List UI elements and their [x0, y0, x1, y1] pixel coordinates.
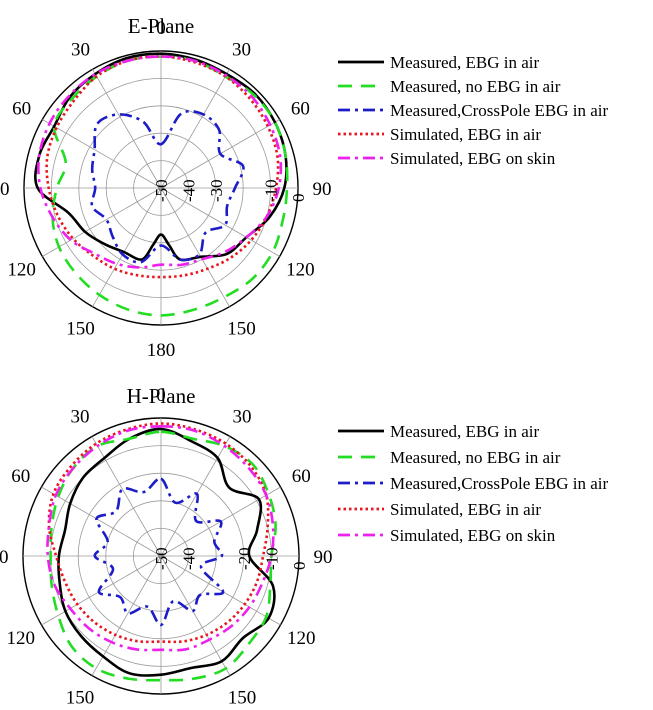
radial-tick-label: 0	[290, 562, 309, 571]
legend-label: Simulated, EBG on skin	[390, 526, 556, 545]
grid-spoke	[91, 436, 162, 557]
angle-label: 90	[0, 547, 9, 568]
e-plane-legend: Measured, EBG in air Measured, no EBG in …	[338, 53, 608, 168]
angle-label: 30	[71, 40, 90, 61]
series-line-5	[37, 55, 283, 269]
angle-labels: 0 30 60 90 120 150 180 150 120 90 60 30	[0, 18, 332, 361]
legend-label: Measured, no EBG in air	[390, 448, 561, 467]
angle-label: 30	[233, 407, 252, 428]
grid-spoke	[42, 187, 162, 257]
polar-center	[158, 185, 164, 191]
h-plane-title: H-Plane	[127, 384, 196, 408]
series-line-3	[90, 109, 245, 264]
grid-spoke	[92, 69, 162, 189]
radial-tick-label: -20	[235, 547, 254, 570]
radial-tick-labels: -50 -40 -20 -10 0	[152, 547, 309, 570]
angle-label: 60	[291, 99, 310, 120]
radial-tick-label: -30	[207, 179, 226, 202]
angle-label: 0	[156, 18, 166, 39]
h-plane-chart: H-Plane0306090120150180150120906030-50-4…	[0, 384, 608, 710]
h-plane-legend: Measured, EBG in air Measured, no EBG in …	[338, 422, 608, 545]
polar-center	[158, 553, 164, 559]
grid-spoke	[91, 555, 162, 676]
grid-spoke	[41, 486, 162, 557]
angle-label: 90	[314, 547, 333, 568]
grid-spoke	[160, 187, 280, 257]
polar-grid	[23, 50, 299, 326]
angle-label: 120	[6, 628, 35, 649]
angle-label: 150	[66, 687, 95, 705]
angle-label: 120	[287, 628, 316, 649]
legend-label: Measured, EBG in air	[390, 422, 540, 441]
legend-label: Simulated, EBG in air	[390, 500, 541, 519]
angle-label: 90	[0, 179, 10, 200]
radial-tick-label: -50	[152, 179, 171, 202]
legend-label: Measured, no EBG in air	[390, 77, 561, 96]
radial-tick-labels: -50 -40 -30 -10 0	[152, 179, 308, 202]
grid-spoke	[160, 436, 231, 557]
e-plane-title: E-Plane	[128, 14, 194, 38]
series-group	[46, 422, 277, 682]
angle-label: 120	[7, 260, 36, 281]
legend-label: Simulated, EBG on skin	[390, 149, 556, 168]
grid-spoke	[42, 119, 162, 189]
radial-tick-label: -40	[180, 547, 199, 570]
angle-label: 150	[66, 318, 95, 339]
angle-label: 0	[156, 385, 166, 406]
angle-label: 150	[228, 687, 257, 705]
legend-label: Measured,CrossPole EBG in air	[390, 101, 608, 120]
series-line-4	[47, 422, 270, 644]
grid-spoke	[41, 555, 162, 626]
angle-label: 120	[286, 260, 315, 281]
angle-label: 60	[12, 99, 31, 120]
radial-tick-label: -40	[179, 179, 198, 202]
grid-spoke	[160, 69, 230, 189]
radial-tick-label: -10	[262, 547, 281, 570]
series-line-1	[57, 427, 276, 677]
radial-tick-label: -10	[262, 179, 281, 202]
e-plane-chart: E-Plane0306090120150180150120906030-50-4…	[0, 14, 608, 361]
angle-label: 30	[71, 407, 90, 428]
angle-label: 150	[227, 318, 256, 339]
radial-tick-label: -50	[152, 547, 171, 570]
legend-label: Measured,CrossPole EBG in air	[390, 474, 608, 493]
series-line-2	[51, 55, 289, 317]
legend-label: Measured, EBG in air	[390, 53, 540, 72]
legend-label: Simulated, EBG in air	[390, 125, 541, 144]
angle-label: 60	[292, 466, 311, 487]
series-group	[34, 52, 289, 317]
angle-label: 90	[313, 179, 332, 200]
grid-spoke	[160, 555, 281, 626]
series-line-5	[46, 425, 275, 652]
series-line-4	[45, 55, 280, 279]
angle-labels: 0306090120150180150120906030	[0, 385, 333, 710]
grid-spoke	[160, 555, 231, 676]
series-line-3	[93, 477, 225, 627]
angle-label: 30	[232, 40, 251, 61]
grid-spoke	[92, 187, 162, 307]
radial-tick-label: 0	[289, 194, 308, 203]
angle-label: 60	[11, 466, 30, 487]
grid-spoke	[160, 187, 230, 307]
angle-label: 180	[147, 340, 176, 361]
